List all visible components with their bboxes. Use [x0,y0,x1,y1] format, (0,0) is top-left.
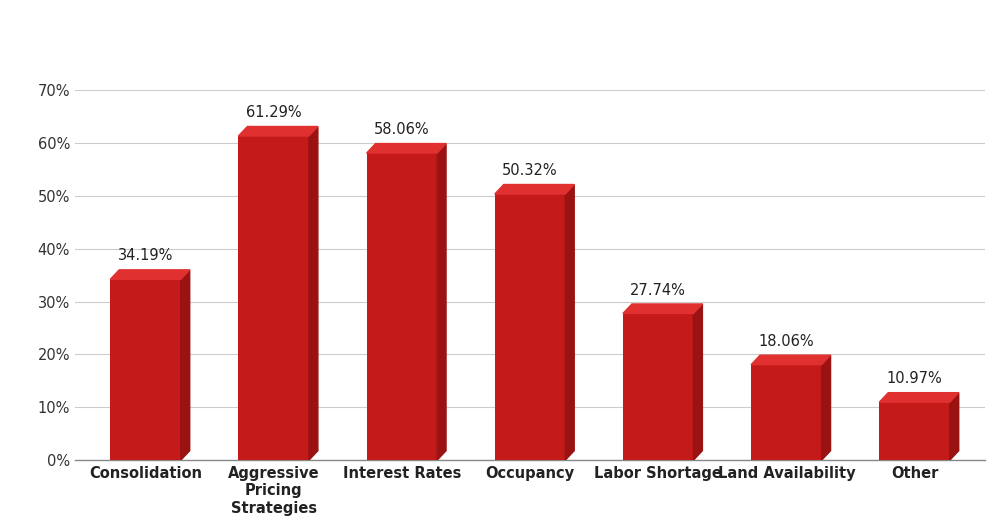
Bar [110,279,181,460]
Polygon shape [822,355,831,460]
Bar [879,402,950,460]
Text: 34.19%: 34.19% [118,249,173,263]
Polygon shape [950,393,959,460]
Polygon shape [367,143,446,153]
Text: Industry Headwinds: Industry Headwinds [15,23,391,56]
Polygon shape [110,270,190,279]
Polygon shape [181,270,190,460]
Bar [751,364,822,460]
Polygon shape [309,126,318,460]
Text: 58.06%: 58.06% [374,122,430,137]
Polygon shape [693,304,702,460]
Text: 61.29%: 61.29% [246,105,301,120]
Polygon shape [437,143,446,460]
Text: 50.32%: 50.32% [502,163,558,178]
Polygon shape [623,304,702,314]
Bar [238,136,309,460]
Text: 18.06%: 18.06% [759,334,814,349]
Bar [367,153,437,460]
Polygon shape [238,126,318,136]
Polygon shape [751,355,831,364]
Text: 10.97%: 10.97% [887,371,942,386]
Polygon shape [495,185,574,194]
Text: 27.74%: 27.74% [630,282,686,298]
Bar [495,194,565,460]
Bar [623,314,693,460]
Polygon shape [565,185,574,460]
Polygon shape [879,393,959,402]
